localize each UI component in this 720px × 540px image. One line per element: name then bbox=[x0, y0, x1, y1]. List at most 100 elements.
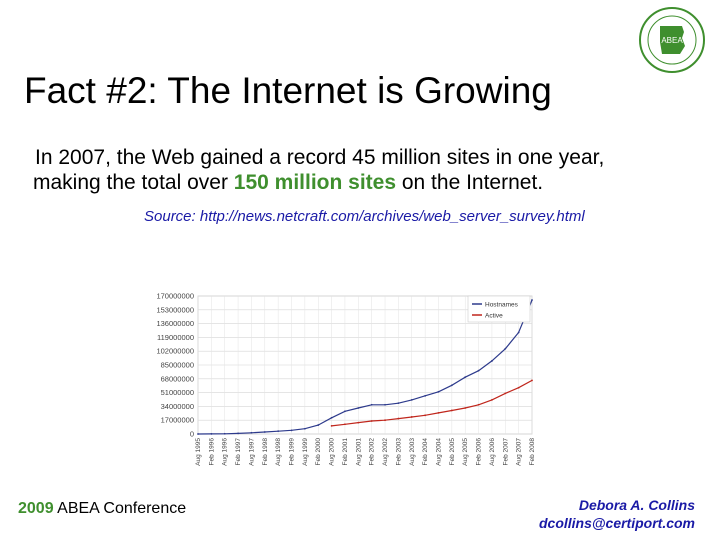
series-point-1 bbox=[210, 433, 213, 435]
body-line-1: In 2007, the Web gained a record 45 mill… bbox=[35, 146, 605, 169]
series-point-2 bbox=[410, 416, 413, 418]
x-tick-label: Feb 2007 bbox=[502, 438, 509, 466]
body-highlight: 150 million sites bbox=[233, 171, 397, 194]
footer-conference: 2009 ABEA Conference bbox=[18, 500, 186, 518]
y-tick-label: 119000000 bbox=[157, 333, 194, 342]
series-point-1 bbox=[464, 376, 467, 379]
x-tick-label: Feb 2001 bbox=[342, 438, 349, 466]
logo-text: ABEA bbox=[661, 36, 683, 45]
growth-chart: 1700000001530000001360000001190000001020… bbox=[156, 292, 536, 466]
series-point-1 bbox=[450, 384, 453, 387]
series-point-1 bbox=[410, 399, 413, 401]
series-point-1 bbox=[344, 410, 346, 413]
x-tick-label: Feb 2008 bbox=[529, 438, 536, 466]
x-tick-label: Aug 2006 bbox=[489, 438, 496, 466]
series-point-1 bbox=[384, 403, 386, 406]
x-tick-label: Feb 2004 bbox=[422, 438, 429, 466]
series-point-1 bbox=[250, 431, 253, 434]
series-point-2 bbox=[437, 411, 440, 414]
x-tick-label: Aug 1995 bbox=[195, 438, 202, 466]
series-point-1 bbox=[223, 432, 226, 435]
series-point-1 bbox=[237, 432, 239, 435]
x-tick-label: Feb 1997 bbox=[235, 438, 242, 466]
body-line-2-post: on the Internet. bbox=[396, 171, 544, 194]
series-point-1 bbox=[277, 430, 280, 433]
source-citation: Source: http://news.netcraft.com/archive… bbox=[144, 208, 585, 225]
series-point-2 bbox=[517, 386, 520, 389]
series-point-2 bbox=[477, 403, 480, 406]
series-point-1 bbox=[197, 433, 199, 435]
y-tick-label: 136000000 bbox=[156, 319, 194, 328]
series-point-2 bbox=[330, 424, 333, 427]
x-tick-label: Aug 1999 bbox=[302, 438, 309, 466]
series-point-2 bbox=[370, 420, 373, 422]
series-point-1 bbox=[397, 402, 400, 405]
series-line-1 bbox=[197, 299, 533, 435]
x-tick-label: Aug 2000 bbox=[329, 438, 336, 466]
x-tick-label: Feb 2003 bbox=[395, 438, 402, 466]
series-point-1 bbox=[491, 360, 493, 362]
y-tick-label: 85000000 bbox=[161, 361, 194, 370]
series-point-1 bbox=[263, 431, 266, 433]
x-tick-label: Feb 2002 bbox=[369, 438, 376, 466]
x-tick-label: Feb 2000 bbox=[315, 438, 322, 466]
series-point-2 bbox=[491, 399, 493, 401]
y-tick-label: 0 bbox=[190, 430, 194, 439]
series-point-1 bbox=[477, 369, 480, 372]
x-tick-label: Aug 2004 bbox=[435, 438, 442, 466]
legend-box bbox=[467, 295, 531, 323]
x-tick-label: Feb 1996 bbox=[208, 438, 215, 466]
x-tick-label: Aug 1998 bbox=[275, 438, 282, 466]
y-tick-label: 17000000 bbox=[161, 416, 194, 425]
x-tick-label: Aug 1997 bbox=[248, 438, 255, 466]
series-point-2 bbox=[464, 407, 467, 409]
footer-conference-name: ABEA Conference bbox=[53, 500, 187, 517]
series-point-1 bbox=[531, 299, 533, 301]
series-point-1 bbox=[424, 394, 427, 397]
y-tick-label: 102000000 bbox=[156, 347, 194, 356]
series-point-1 bbox=[317, 424, 320, 426]
series-point-1 bbox=[357, 407, 360, 409]
x-tick-label: Aug 1996 bbox=[222, 438, 229, 466]
footer-email: dcollins@certiport.com bbox=[538, 515, 695, 531]
series-point-1 bbox=[290, 429, 293, 432]
footer-year: 2009 bbox=[18, 500, 54, 517]
abea-logo: ABEA bbox=[639, 7, 705, 73]
x-tick-label: Aug 2003 bbox=[409, 438, 416, 466]
series-point-1 bbox=[504, 347, 507, 350]
x-tick-label: Aug 2001 bbox=[355, 438, 362, 466]
series-point-2 bbox=[384, 419, 386, 422]
series-point-2 bbox=[504, 392, 507, 395]
series-point-1 bbox=[330, 416, 333, 419]
series-point-1 bbox=[437, 390, 440, 393]
x-tick-label: Feb 2005 bbox=[449, 438, 456, 466]
slide-title: Fact #2: The Internet is Growing bbox=[24, 70, 552, 111]
series-point-1 bbox=[370, 403, 373, 406]
series-point-2 bbox=[424, 414, 427, 417]
series-point-2 bbox=[357, 421, 360, 424]
body-line-2: making the total over 150 million sites … bbox=[33, 170, 715, 195]
body-line-2-pre: making the total over bbox=[33, 171, 234, 194]
series-point-1 bbox=[303, 427, 306, 430]
series-point-1 bbox=[517, 331, 520, 334]
x-tick-label: Feb 1998 bbox=[262, 438, 269, 466]
y-tick-label: 51000000 bbox=[161, 388, 194, 397]
footer-author: Debora A. Collins bbox=[578, 497, 695, 513]
x-tick-label: Aug 2005 bbox=[462, 438, 469, 466]
series-point-2 bbox=[344, 423, 346, 426]
slide-body: In 2007, the Web gained a record 45 mill… bbox=[33, 145, 715, 195]
series-point-2 bbox=[531, 379, 533, 382]
series-line-2 bbox=[331, 379, 533, 427]
series-point-2 bbox=[397, 417, 400, 420]
x-tick-label: Feb 1999 bbox=[289, 438, 296, 466]
y-tick-label: 153000000 bbox=[156, 305, 194, 314]
x-tick-label: Aug 2002 bbox=[382, 438, 389, 466]
y-tick-label: 34000000 bbox=[161, 402, 194, 411]
legend-label: Hostnames bbox=[485, 302, 519, 309]
y-tick-label: 68000000 bbox=[161, 374, 194, 383]
series-point-2 bbox=[450, 409, 453, 412]
y-tick-label: 170000000 bbox=[156, 292, 194, 301]
x-tick-label: Feb 2006 bbox=[476, 438, 483, 466]
footer-author-block: Debora A. Collins dcollins@certiport.com bbox=[530, 496, 695, 532]
legend-label: Active bbox=[485, 313, 503, 320]
